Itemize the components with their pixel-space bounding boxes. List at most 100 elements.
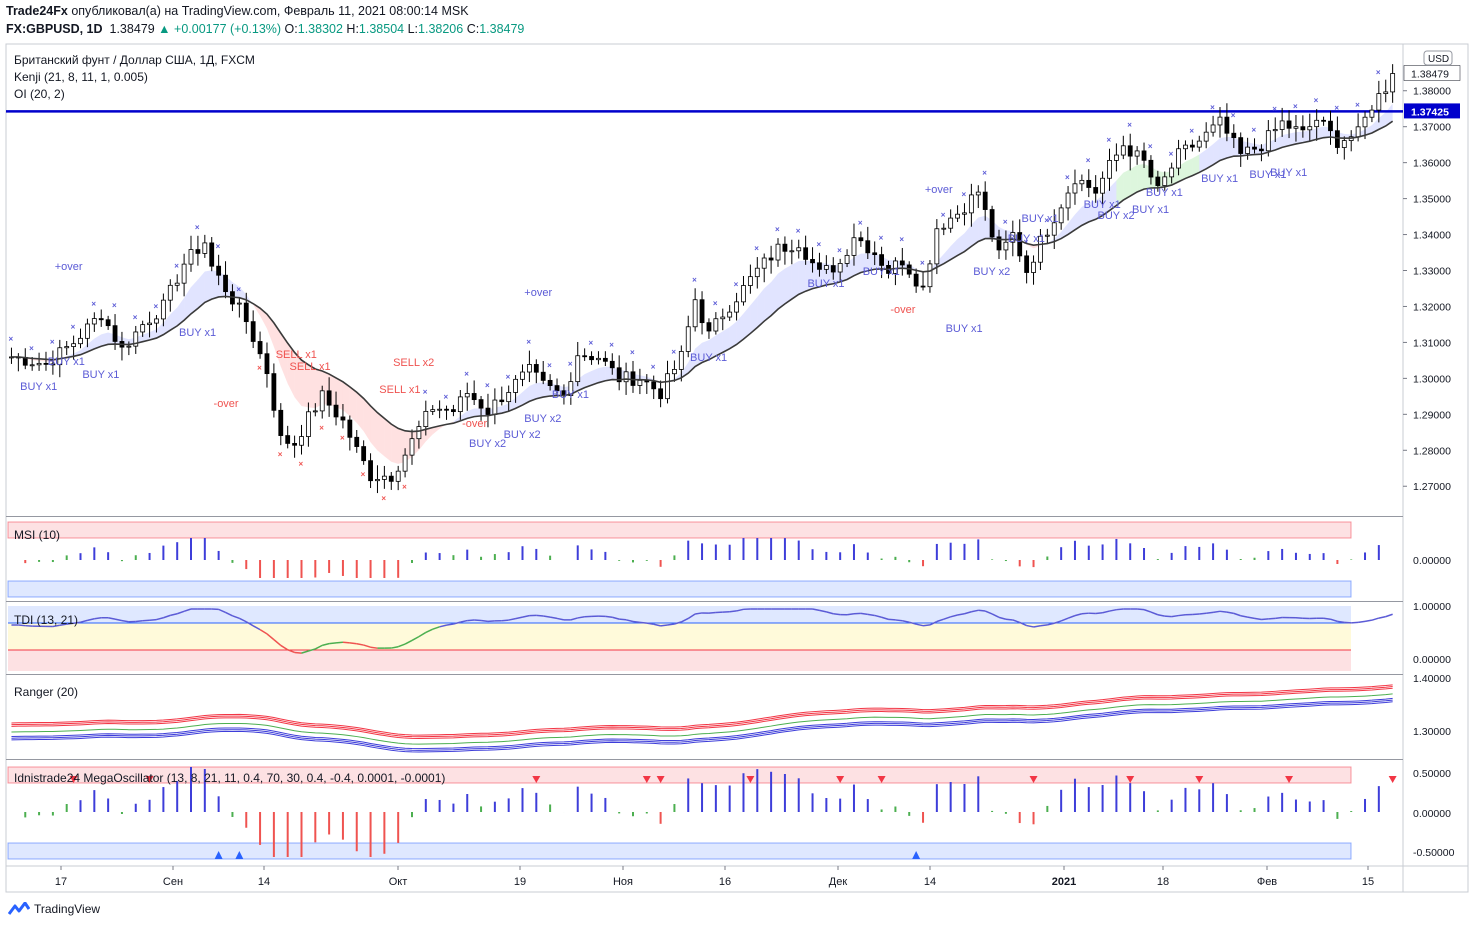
- tdi-line: [1261, 618, 1269, 621]
- candle-body: [589, 356, 594, 361]
- candle-body: [285, 435, 291, 444]
- candle-body: [1107, 160, 1112, 179]
- kenji-cloud: [239, 286, 247, 300]
- tdi-line: [1109, 608, 1117, 612]
- kenji-cloud: [708, 335, 716, 360]
- tdi-line: [819, 609, 827, 613]
- candle-body: [1238, 137, 1244, 154]
- tdi-line: [245, 621, 254, 627]
- kenji-cloud: [536, 382, 544, 399]
- signal-cross: ×: [402, 482, 407, 491]
- kenji-cloud: [736, 313, 744, 345]
- candle-body: [78, 337, 83, 345]
- y-tick-label: 1.00000: [1413, 601, 1451, 613]
- candle-body: [91, 318, 97, 325]
- tradingview-brand[interactable]: TradingView: [8, 902, 100, 916]
- tdi-line: [301, 650, 309, 654]
- signal-cross: ×: [153, 302, 158, 311]
- signal-cross: ×: [651, 363, 656, 372]
- high-value: 1.38504: [358, 22, 405, 36]
- signal-cross: ×: [71, 323, 76, 332]
- candle-body: [306, 411, 311, 437]
- candle-body: [533, 364, 539, 373]
- signal-cross: ×: [1210, 103, 1215, 112]
- candle-body: [637, 379, 643, 386]
- tdi-line: [460, 619, 468, 623]
- candle-body: [1383, 91, 1389, 94]
- candle-body: [879, 254, 885, 266]
- tdi-line: [1047, 622, 1055, 626]
- tdi-upper-zone: [8, 606, 1351, 623]
- open-value: 1.38302: [297, 22, 343, 36]
- candle-body: [1031, 261, 1036, 273]
- tdi-line: [639, 621, 647, 624]
- signal-cross: ×: [1355, 100, 1360, 109]
- candle-body: [678, 351, 684, 370]
- signal-cross: ×: [195, 223, 200, 232]
- candle-body: [1245, 146, 1251, 154]
- tdi-line: [135, 620, 143, 623]
- signal-cross: ×: [340, 433, 345, 442]
- kenji-cloud: [1116, 172, 1124, 206]
- kenji-slow-line: [11, 120, 1394, 433]
- tdi-line: [66, 622, 74, 625]
- signal-cross: ×: [899, 235, 904, 244]
- tdi-line: [1074, 613, 1083, 617]
- candle-body: [250, 321, 256, 342]
- signal-cross: ×: [1127, 121, 1132, 130]
- kenji-cloud: [336, 377, 343, 411]
- symbol-label: FX:GBPUSD, 1D: [6, 22, 103, 36]
- candle-body: [1314, 119, 1320, 128]
- candle-body: [1114, 154, 1119, 161]
- candle-body: [1044, 234, 1050, 237]
- ranger-line: [11, 684, 1393, 736]
- candle-body: [160, 299, 166, 320]
- tdi-line: [1385, 613, 1393, 618]
- candle-body: [685, 326, 691, 352]
- y-tick-label: 0.00000: [1413, 555, 1451, 567]
- candle-body: [1224, 116, 1230, 134]
- candle-body: [1196, 140, 1202, 148]
- tdi-line: [1233, 612, 1241, 617]
- candle-body: [1300, 126, 1306, 131]
- candle-body: [154, 318, 159, 324]
- candle-body: [1252, 146, 1257, 150]
- kenji-cloud: [508, 397, 516, 412]
- tdi-line: [867, 613, 875, 617]
- tdi-line: [695, 612, 703, 615]
- ranger-line: [11, 686, 1393, 738]
- candle-body: [858, 237, 864, 242]
- tdi-line: [446, 623, 454, 626]
- tdi-line: [826, 611, 834, 615]
- candle-body: [1051, 222, 1057, 236]
- kenji-cloud: [1130, 165, 1138, 197]
- x-tick-label: 19: [514, 876, 526, 888]
- signal-cross: ×: [837, 246, 842, 255]
- tdi-line: [1137, 608, 1145, 611]
- candle-body: [982, 191, 988, 210]
- candle-body: [1376, 93, 1382, 111]
- mega-sell-triangle: [145, 776, 154, 783]
- signal-label: -over: [890, 304, 915, 316]
- tdi-line: [114, 618, 123, 622]
- candle-body: [395, 470, 401, 482]
- y-tick-label: 0.00000: [1413, 808, 1451, 820]
- x-tick-label: 18: [1157, 876, 1169, 888]
- candle-body: [927, 263, 933, 288]
- signal-label: BUY x1: [552, 389, 589, 401]
- tdi-line: [577, 616, 585, 619]
- candle-body: [85, 323, 90, 339]
- tdi-line: [570, 617, 578, 621]
- candle-body: [1355, 126, 1361, 138]
- kenji-cloud: [971, 217, 979, 247]
- kenji-cloud: [501, 403, 509, 414]
- publisher-name[interactable]: Trade24Fx: [6, 4, 68, 18]
- candle-body: [299, 436, 304, 446]
- tdi-line: [1337, 620, 1345, 624]
- signal-cross: ×: [91, 299, 96, 308]
- kenji-cloud: [253, 303, 261, 316]
- signal-label: -over: [462, 418, 487, 430]
- tdi-line: [922, 624, 931, 627]
- signal-cross: ×: [1148, 142, 1153, 151]
